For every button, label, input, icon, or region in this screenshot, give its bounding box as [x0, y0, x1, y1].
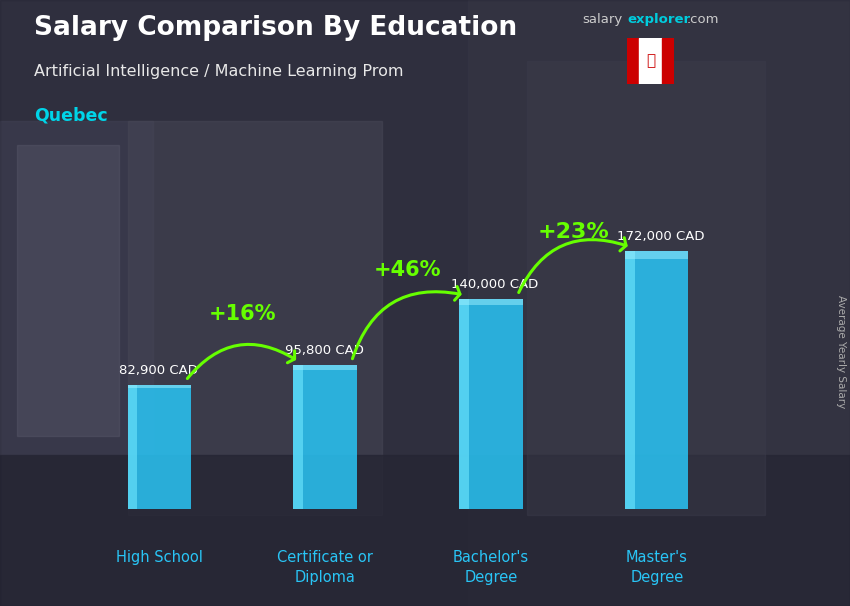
Bar — [128, 385, 190, 509]
Text: 172,000 CAD: 172,000 CAD — [617, 230, 705, 243]
Bar — [626, 251, 689, 509]
Bar — [0, 454, 850, 606]
Text: High School: High School — [116, 550, 202, 565]
Text: 95,800 CAD: 95,800 CAD — [286, 344, 364, 358]
Text: +16%: +16% — [208, 304, 275, 324]
Text: .com: .com — [687, 13, 719, 26]
Text: Certificate or: Certificate or — [277, 550, 373, 565]
Text: +23%: +23% — [538, 222, 609, 242]
Text: 140,000 CAD: 140,000 CAD — [451, 278, 538, 291]
Text: +46%: +46% — [374, 259, 442, 279]
Bar — [527, 61, 765, 515]
Bar — [17, 145, 119, 436]
Bar — [460, 299, 523, 305]
Text: Salary Comparison By Education: Salary Comparison By Education — [34, 15, 517, 41]
Text: salary: salary — [582, 13, 622, 26]
Text: Average Yearly Salary: Average Yearly Salary — [836, 295, 846, 408]
Text: Degree: Degree — [464, 570, 518, 585]
Bar — [0, 121, 153, 454]
Bar — [626, 251, 689, 259]
Bar — [128, 385, 190, 388]
Text: 🍁: 🍁 — [646, 53, 655, 68]
Bar — [468, 0, 850, 606]
Bar — [627, 38, 639, 84]
Text: Artificial Intelligence / Machine Learning Prom: Artificial Intelligence / Machine Learni… — [34, 64, 404, 79]
Bar — [293, 365, 303, 509]
Text: Master's: Master's — [626, 550, 688, 565]
Bar — [460, 299, 469, 509]
Bar — [293, 365, 356, 509]
Bar — [460, 299, 523, 509]
Bar — [128, 385, 137, 509]
Text: Quebec: Quebec — [34, 106, 108, 124]
Text: Diploma: Diploma — [295, 570, 355, 585]
Text: explorer: explorer — [627, 13, 690, 26]
Text: Bachelor's: Bachelor's — [453, 550, 529, 565]
Bar — [293, 365, 356, 370]
Bar — [128, 121, 382, 515]
Bar — [626, 251, 635, 509]
Text: Degree: Degree — [631, 570, 683, 585]
Bar — [662, 38, 674, 84]
Text: 82,900 CAD: 82,900 CAD — [119, 364, 198, 377]
Bar — [639, 38, 662, 84]
